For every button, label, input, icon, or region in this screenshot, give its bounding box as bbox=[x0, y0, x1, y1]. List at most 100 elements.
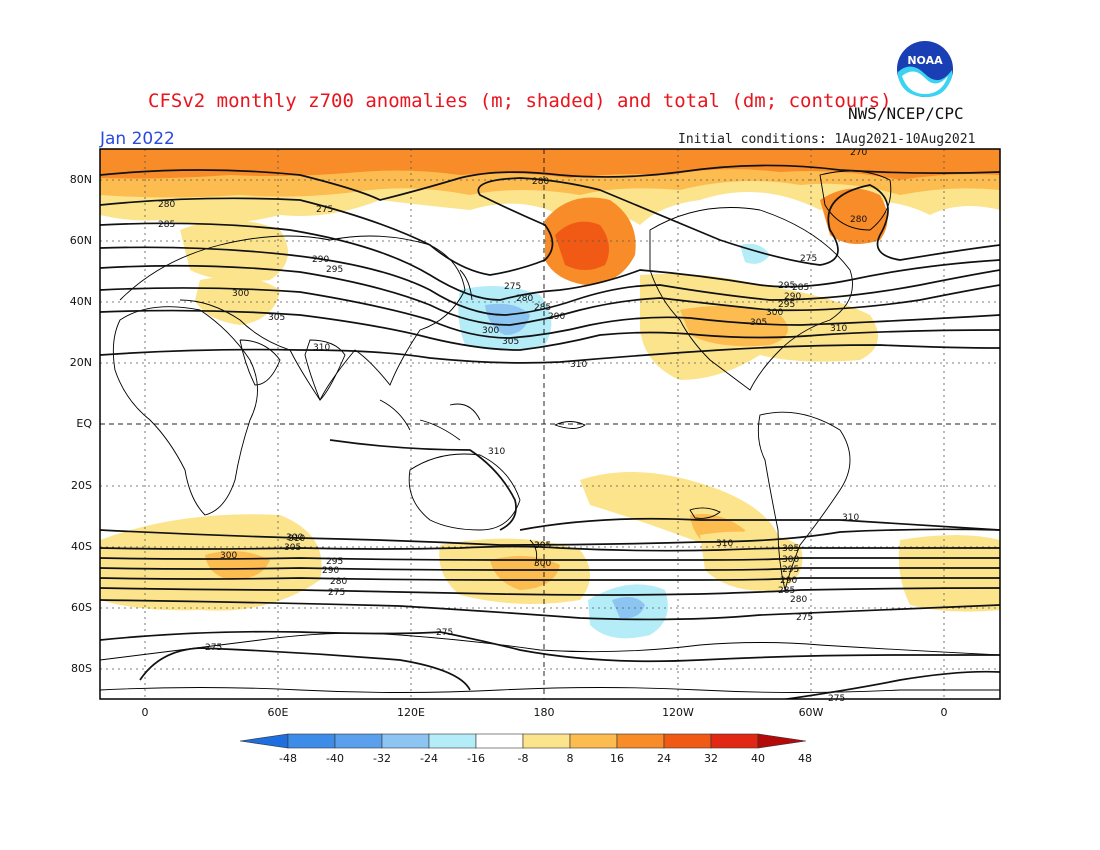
chart-title: CFSv2 monthly z700 anomalies (m; shaded)… bbox=[148, 90, 892, 112]
colorbar-label: -32 bbox=[373, 752, 391, 765]
contour-label: 290 bbox=[322, 566, 339, 576]
colorbar-arrow-left bbox=[239, 733, 289, 749]
colorbar-label: -48 bbox=[279, 752, 297, 765]
contour-label: 310 bbox=[313, 343, 330, 353]
reference-lines bbox=[100, 149, 1000, 699]
forecast-month: Jan 2022 bbox=[100, 129, 175, 149]
colorbar-label: -24 bbox=[420, 752, 438, 765]
contour-label: 300 bbox=[286, 533, 303, 543]
height-contours bbox=[100, 164, 1000, 699]
contour-label: 305 bbox=[268, 313, 285, 323]
contour-label: 275 bbox=[436, 628, 453, 638]
contour-label: 285 bbox=[158, 220, 175, 230]
colorbar-swatch bbox=[522, 733, 571, 749]
colorbar-label: 40 bbox=[751, 752, 765, 765]
colorbar-swatch bbox=[663, 733, 712, 749]
colorbar-swatch bbox=[381, 733, 430, 749]
lat-label: 40N bbox=[69, 295, 92, 308]
contour-label: 285 bbox=[534, 303, 551, 313]
contour-label: 280 bbox=[850, 215, 867, 225]
contour-label: 305 bbox=[750, 318, 767, 328]
contour-label: 280 bbox=[790, 595, 807, 605]
initial-conditions: Initial conditions: 1Aug2021-10Aug2021 bbox=[678, 132, 976, 147]
contour-label: 275 bbox=[205, 643, 222, 653]
contour-label: 300 bbox=[534, 559, 551, 569]
grid-lines bbox=[100, 149, 1000, 699]
noaa-logo: NOAA bbox=[897, 41, 953, 98]
colorbar-label: 32 bbox=[704, 752, 718, 765]
contour-label: 275 bbox=[800, 254, 817, 264]
colorbar-swatch bbox=[710, 733, 759, 749]
contour-label: 295 bbox=[778, 281, 795, 291]
lon-label: 0 bbox=[940, 706, 948, 719]
contour-label: 275 bbox=[316, 205, 333, 215]
colorbar-label: 8 bbox=[566, 752, 574, 765]
contour-label: 300 bbox=[232, 289, 249, 299]
contour-label: 310 bbox=[570, 360, 587, 370]
contour-labels: 275 280 285 290 295 300 305 310 310 310 … bbox=[158, 148, 867, 704]
contour-label: 310 bbox=[842, 513, 859, 523]
contour-label: 290 bbox=[548, 312, 565, 322]
contour-label: 275 bbox=[796, 613, 813, 623]
contour-label: 305 bbox=[502, 337, 519, 347]
colorbar-swatch bbox=[475, 733, 524, 749]
svg-text:NOAA: NOAA bbox=[907, 54, 943, 67]
contour-label: 310 bbox=[830, 324, 847, 334]
colorbar-label: 16 bbox=[610, 752, 624, 765]
lat-label: 20N bbox=[69, 356, 92, 369]
lat-label: EQ bbox=[76, 417, 92, 430]
agency-label: NWS/NCEP/CPC bbox=[848, 104, 964, 123]
colorbar-label: 24 bbox=[657, 752, 671, 765]
lon-label: 60W bbox=[798, 706, 824, 719]
lon-label: 120W bbox=[662, 706, 694, 719]
contour-label: 300 bbox=[482, 326, 499, 336]
contour-label: 270 bbox=[850, 148, 867, 158]
coastlines bbox=[100, 170, 1000, 693]
contour-label: 295 bbox=[778, 300, 795, 310]
contour-label: 290 bbox=[780, 576, 797, 586]
colorbar-label: 48 bbox=[798, 752, 812, 765]
contour-label: 310 bbox=[716, 539, 733, 549]
contour-label: 295 bbox=[326, 557, 343, 567]
contour-label: 310 bbox=[288, 534, 305, 544]
contour-label: 280 bbox=[532, 177, 549, 187]
contour-label: 275 bbox=[504, 282, 521, 292]
colorbar-swatch bbox=[287, 733, 336, 749]
contour-label: 280 bbox=[330, 577, 347, 587]
lat-label: 40S bbox=[71, 540, 92, 553]
contour-label: 285 bbox=[792, 283, 809, 293]
map-frame bbox=[99, 148, 1001, 700]
contour-label: 305 bbox=[782, 544, 799, 554]
contour-label: 275 bbox=[828, 694, 845, 704]
contour-label: 295 bbox=[782, 565, 799, 575]
colorbar-swatch bbox=[569, 733, 618, 749]
lon-label: 180 bbox=[533, 706, 555, 719]
lat-label: 60N bbox=[69, 234, 92, 247]
contour-label: 305 bbox=[284, 543, 301, 553]
colorbar-swatch bbox=[428, 733, 477, 749]
colorbar-swatch bbox=[334, 733, 383, 749]
contour-label: 295 bbox=[326, 265, 343, 275]
contour-label: 285 bbox=[778, 586, 795, 596]
colorbar-swatch bbox=[616, 733, 665, 749]
lon-label: 120E bbox=[397, 706, 425, 719]
contour-label: 310 bbox=[488, 447, 505, 457]
contour-label: 300 bbox=[782, 555, 799, 565]
colorbar-arrow-right bbox=[757, 733, 807, 749]
contour-label: 300 bbox=[766, 308, 783, 318]
colorbar bbox=[239, 733, 807, 749]
lat-label: 60S bbox=[71, 601, 92, 614]
lat-label: 80S bbox=[71, 662, 92, 675]
contour-label: 300 bbox=[220, 551, 237, 561]
colorbar-label: -40 bbox=[326, 752, 344, 765]
colorbar-label: -16 bbox=[467, 752, 485, 765]
lat-label: 80N bbox=[69, 173, 92, 186]
lon-label: 0 bbox=[141, 706, 149, 719]
contour-label: 305 bbox=[534, 541, 551, 551]
colorbar-label: -8 bbox=[517, 752, 529, 765]
contour-label: 290 bbox=[312, 255, 329, 265]
lon-label: 60E bbox=[267, 706, 289, 719]
contour-label: 290 bbox=[784, 292, 801, 302]
contour-label: 305 bbox=[534, 541, 551, 551]
